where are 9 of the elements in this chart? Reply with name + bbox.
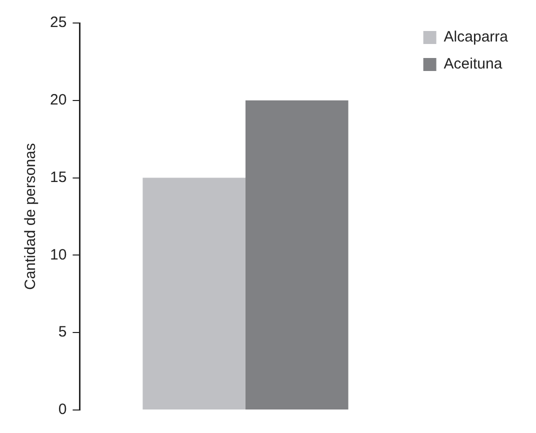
legend-label: Alcaparra [444,28,509,46]
y-tick-label: 15 [50,168,67,186]
y-tick-label: 5 [58,324,67,341]
y-axis-title: Cantidad de personas [22,143,40,290]
y-tick-label: 0 [58,401,67,418]
y-tick-label: 20 [50,92,67,109]
legend-label: Aceituna [444,56,503,73]
y-tick-label: 25 [50,14,67,32]
y-tick-label: 10 [50,246,67,264]
